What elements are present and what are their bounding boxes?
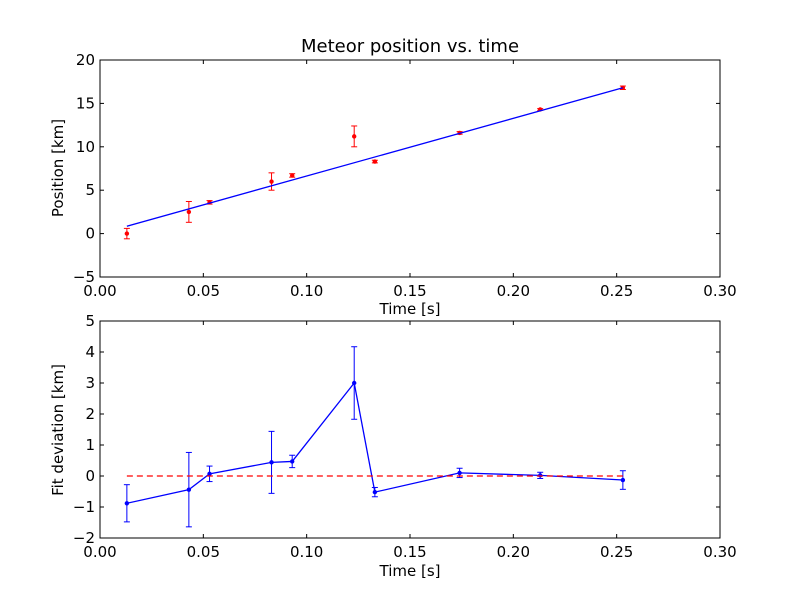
y-tick-label: 0 xyxy=(85,467,95,485)
x-tick-label: 0.30 xyxy=(703,543,736,561)
x-tick-label: 0.20 xyxy=(497,543,530,561)
plot-area xyxy=(123,346,626,528)
y-tick-label: 0 xyxy=(85,225,95,243)
data-point xyxy=(269,179,274,184)
data-point xyxy=(207,471,212,477)
data-point xyxy=(290,459,295,464)
x-tick-label: 0.00 xyxy=(83,282,116,300)
data-point xyxy=(269,460,274,465)
x-axis-label: Time [s] xyxy=(379,300,441,318)
chart-position: Meteor position vs. time 0.00 0.05 0.10 0.1… xyxy=(49,36,737,318)
data-point xyxy=(372,489,378,495)
data-point xyxy=(124,231,130,236)
data-point xyxy=(352,134,357,139)
y-tick-label: 1 xyxy=(85,436,95,454)
x-tick-label: 0.00 xyxy=(83,543,116,561)
y-tick-label: −5 xyxy=(73,268,95,286)
y-tick-label: 20 xyxy=(76,51,95,69)
axis-ticks: 0.00 0.05 0.10 0.15 0.20 0.25 0.30 −5 0 5 10 15 20 xyxy=(73,51,737,300)
data-point xyxy=(186,209,192,215)
x-axis-label: Time [s] xyxy=(379,562,441,580)
y-axis-label: Position [km] xyxy=(49,119,67,217)
y-tick-label: 3 xyxy=(85,374,95,392)
axis-ticks: 0.00 0.05 0.10 0.15 0.20 0.25 0.30 −2 −1 0 1 2 3 4 5 xyxy=(73,312,737,561)
data-point xyxy=(457,470,462,476)
y-tick-label: −1 xyxy=(73,498,95,516)
y-tick-label: 15 xyxy=(76,94,95,112)
x-tick-label: 0.25 xyxy=(600,282,633,300)
data-point xyxy=(290,173,295,178)
x-tick-label: 0.10 xyxy=(290,543,323,561)
y-tick-label: 4 xyxy=(85,343,95,361)
y-tick-label: −2 xyxy=(73,529,95,547)
y-axis-label: Fit deviation [km] xyxy=(49,364,67,496)
y-tick-label: 10 xyxy=(76,138,95,156)
x-tick-label: 0.10 xyxy=(290,282,323,300)
x-tick-label: 0.30 xyxy=(703,282,736,300)
x-tick-label: 0.20 xyxy=(497,282,530,300)
x-tick-label: 0.25 xyxy=(600,543,633,561)
y-tick-label: 5 xyxy=(85,181,95,199)
x-tick-label: 0.15 xyxy=(393,543,426,561)
data-point xyxy=(372,159,378,164)
y-tick-label: 2 xyxy=(85,405,95,423)
x-tick-label: 0.05 xyxy=(187,543,220,561)
data-point xyxy=(124,501,130,506)
data-point xyxy=(620,477,626,483)
y-tick-label: 5 xyxy=(85,312,95,330)
plot-area xyxy=(123,85,626,240)
chart-title: Meteor position vs. time xyxy=(301,36,519,57)
data-point xyxy=(186,487,192,492)
x-tick-label: 0.05 xyxy=(187,282,220,300)
fit-line xyxy=(126,87,624,227)
x-tick-label: 0.15 xyxy=(393,282,426,300)
deviation-line xyxy=(126,381,623,504)
chart-fit-deviation: 0.00 0.05 0.10 0.15 0.20 0.25 0.30 −2 −1 0 1 2 3 4 5 T… xyxy=(49,312,737,580)
data-point xyxy=(352,380,357,386)
